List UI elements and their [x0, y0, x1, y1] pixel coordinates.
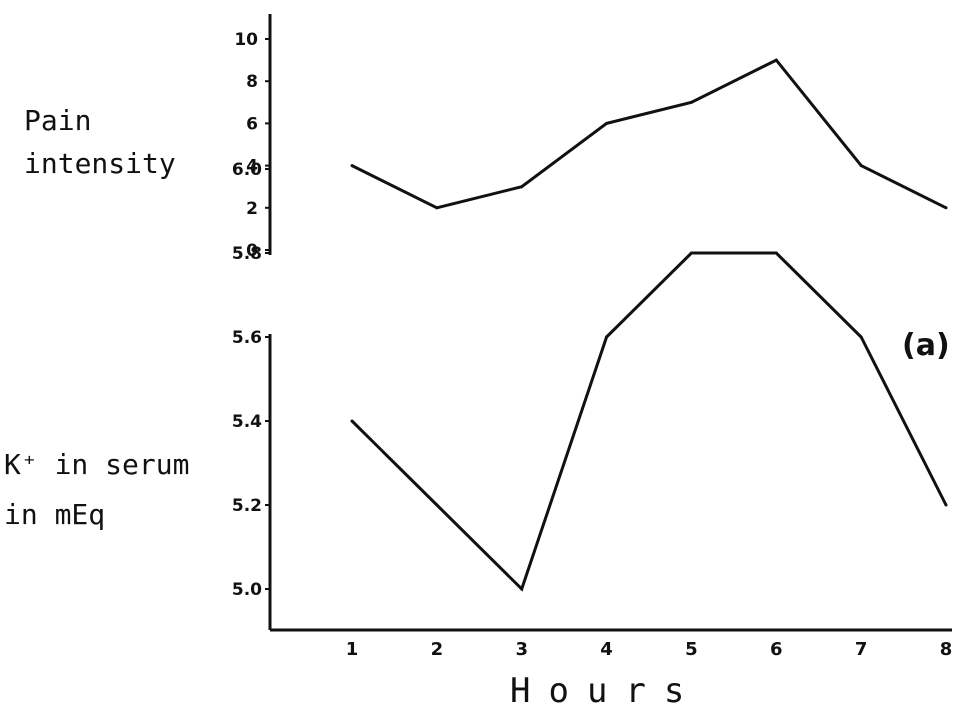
potassium-ylabel-line-1: K⁺ in serum: [4, 448, 190, 481]
potassium-y-tick-label: 5.2: [232, 496, 262, 516]
x-tick-label: 7: [855, 639, 868, 660]
potassium-y-tick-label: 5.4: [232, 412, 262, 432]
potassium-y-tick-label: 5.0: [232, 580, 262, 600]
pain-data-point: [605, 121, 609, 125]
panel-label: (a): [902, 328, 950, 363]
potassium-data-point: [435, 503, 439, 507]
pain-ylabel-line-2: intensity: [24, 147, 176, 180]
pain-data-point: [350, 164, 354, 168]
pain-y-tick-label: 0: [246, 241, 258, 261]
potassium-data-point: [350, 419, 354, 423]
x-tick-label: 5: [685, 639, 698, 660]
pain-y-tick-label: 4: [246, 157, 258, 177]
pain-data-point: [944, 206, 948, 210]
pain-y-tick-label: 8: [246, 72, 258, 92]
potassium-y-tick-label: 6.0: [232, 160, 262, 180]
pain-data-point: [774, 58, 778, 62]
pain-data-point: [520, 185, 524, 189]
x-tick-label: 6: [770, 639, 783, 660]
x-tick-label: 4: [600, 639, 613, 660]
pain-y-tick-label: 6: [246, 114, 258, 134]
pain-series-line: [351, 58, 947, 210]
pain-y-tick-label: 10: [234, 30, 258, 50]
potassium-data-point: [689, 251, 693, 255]
pain-data-point: [859, 164, 863, 168]
pain-ylabel-line-1: Pain: [24, 104, 92, 137]
x-tick-label: 3: [515, 639, 528, 660]
x-tick-label: 8: [940, 639, 953, 660]
potassium-y-tick-label: 5.8: [232, 244, 262, 264]
potassium-data-point: [859, 335, 863, 339]
x-tick-label: 1: [346, 639, 359, 660]
potassium-y-tick-label: 5.6: [232, 328, 262, 348]
pain-data-point: [689, 100, 693, 104]
pain-y-tick-label: 2: [246, 199, 258, 219]
potassium-data-point: [520, 587, 524, 591]
pain-data-point: [435, 206, 439, 210]
potassium-data-point: [944, 503, 948, 507]
potassium-series-line: [350, 251, 948, 592]
potassium-data-point: [774, 251, 778, 255]
x-tick-label: 2: [431, 639, 444, 660]
potassium-data-point: [605, 335, 609, 339]
potassium-ylabel-line-2: in mEq: [4, 498, 106, 531]
x-axis-title: Hours: [510, 671, 703, 711]
